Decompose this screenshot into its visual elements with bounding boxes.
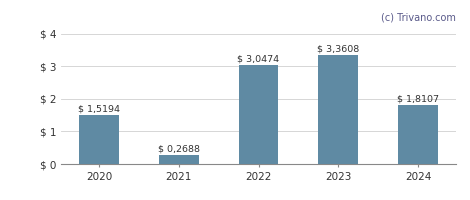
Text: $ 1,5194: $ 1,5194 <box>78 104 120 113</box>
Bar <box>318 55 358 164</box>
Text: $ 3,3608: $ 3,3608 <box>317 44 360 53</box>
Text: $ 3,0474: $ 3,0474 <box>237 54 280 63</box>
Text: $ 1,8107: $ 1,8107 <box>397 95 439 104</box>
Bar <box>398 105 438 164</box>
Text: $ 0,2688: $ 0,2688 <box>158 145 200 154</box>
Text: (c) Trivano.com: (c) Trivano.com <box>381 13 456 23</box>
Bar <box>239 65 278 164</box>
Bar <box>79 115 119 164</box>
Bar <box>159 155 199 164</box>
